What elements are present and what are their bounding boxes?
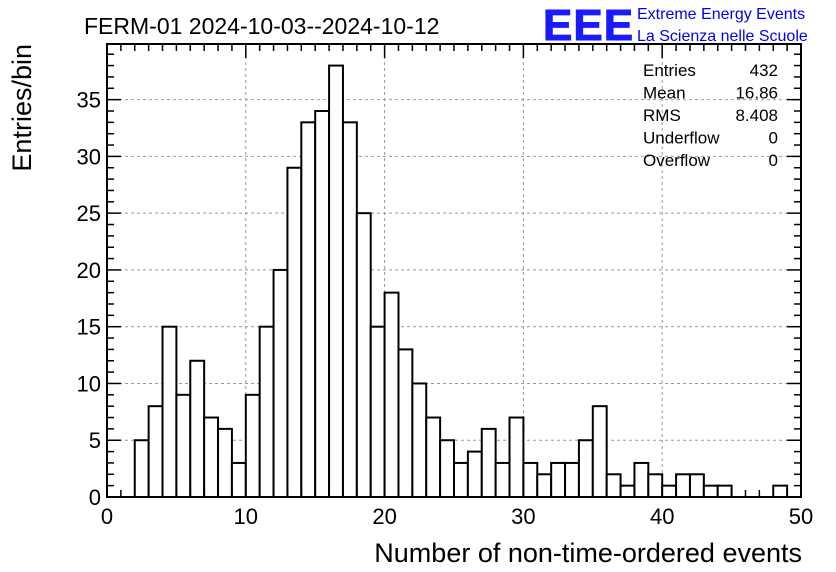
eee-logo: EEE Extreme Energy Events La Scienza nel…: [543, 1, 808, 51]
histogram-bar: [633, 461, 650, 498]
histogram-bar: [230, 461, 247, 498]
histogram-bar: [564, 461, 580, 498]
stats-value: 432: [750, 61, 778, 80]
stats-label: Entries: [643, 61, 696, 80]
x-tick-label: 50: [789, 504, 813, 529]
stats-label: Mean: [643, 84, 686, 103]
histogram-bar: [661, 484, 678, 498]
x-axis-title: Number of non-time-ordered events: [374, 538, 802, 568]
histogram-bar: [147, 405, 164, 499]
histogram-bar: [217, 427, 233, 498]
y-tick-label: 0: [89, 485, 101, 510]
histogram-bar: [161, 325, 178, 498]
histogram-bar: [328, 64, 344, 498]
y-tick-labels: 0 5 10 15 20 25 30 35: [77, 88, 101, 510]
y-tick-label: 10: [77, 371, 101, 396]
x-tick-label: 40: [650, 504, 674, 529]
stats-label: Overflow: [643, 151, 711, 170]
histogram-bar: [577, 439, 594, 499]
axis-ticks: [106, 44, 802, 498]
stats-label: RMS: [643, 106, 681, 125]
histogram-bar: [591, 405, 608, 499]
y-tick-label: 30: [77, 144, 101, 169]
histogram-bar: [314, 109, 331, 499]
histogram-bar: [494, 461, 511, 498]
y-tick-label: 20: [77, 258, 101, 283]
x-tick-label: 20: [372, 504, 396, 529]
logo-line-2: La Scienza nelle Scuole: [637, 28, 808, 45]
histogram-bar: [702, 484, 719, 498]
x-tick-label: 10: [234, 504, 258, 529]
grid-lines: [107, 44, 801, 497]
stats-value: 0: [769, 129, 778, 148]
histogram-bar: [522, 461, 539, 498]
y-tick-label: 25: [77, 201, 101, 226]
histogram-bar: [411, 382, 428, 498]
histogram-bar: [605, 473, 622, 499]
histogram-bar: [536, 473, 553, 499]
histogram-bar: [453, 461, 469, 498]
stats-value: 8.408: [735, 106, 778, 125]
histogram-bar: [425, 416, 442, 498]
histogram-bar: [286, 166, 303, 498]
histogram-bar: [647, 473, 664, 499]
histogram-bar: [397, 348, 414, 498]
histogram-bar: [508, 416, 525, 498]
histogram-bar: [480, 427, 497, 498]
histogram-bar: [466, 450, 483, 498]
chart-title: FERM-01 2024-10-03--2024-10-12: [84, 13, 439, 39]
histogram-bars: [133, 64, 789, 499]
x-tick-label: 0: [101, 504, 113, 529]
histogram-bar: [550, 461, 567, 498]
histogram-bar: [300, 121, 317, 498]
histogram-bar: [772, 484, 789, 498]
y-tick-label: 15: [77, 315, 101, 340]
histogram-bar: [341, 121, 358, 498]
plot-frame: [106, 43, 802, 498]
y-tick-label: 5: [89, 428, 101, 453]
logo-line-1: Extreme Energy Events: [637, 6, 805, 23]
x-tick-labels: 0 10 20 30 40 50: [101, 504, 813, 529]
histogram-bar: [716, 484, 733, 498]
histogram-bar: [189, 359, 206, 498]
histogram-bar: [675, 473, 691, 499]
histogram-bar: [203, 416, 220, 498]
x-tick-label: 30: [511, 504, 535, 529]
y-tick-label: 35: [77, 88, 101, 113]
histogram-bar: [619, 484, 636, 498]
histogram-bar: [244, 393, 261, 498]
histogram-bar: [133, 439, 150, 499]
histogram-bar: [439, 439, 455, 499]
histogram-bar: [272, 268, 289, 499]
logo-mark: EEE: [543, 1, 634, 50]
histogram-bar: [383, 291, 400, 498]
histogram-bar: [258, 325, 275, 498]
histogram-bar: [355, 212, 372, 499]
stats-label: Underflow: [643, 129, 720, 148]
y-axis-title: Entries/bin: [7, 44, 37, 172]
histogram-bar: [175, 393, 192, 498]
stats-box: Entries 432 Mean 16.86 RMS 8.408 Underflow 0 Ove…: [643, 61, 778, 170]
histogram-bar: [688, 473, 705, 499]
histogram-bar: [369, 325, 386, 498]
stats-value: 0: [769, 151, 778, 170]
stats-value: 16.86: [735, 84, 778, 103]
